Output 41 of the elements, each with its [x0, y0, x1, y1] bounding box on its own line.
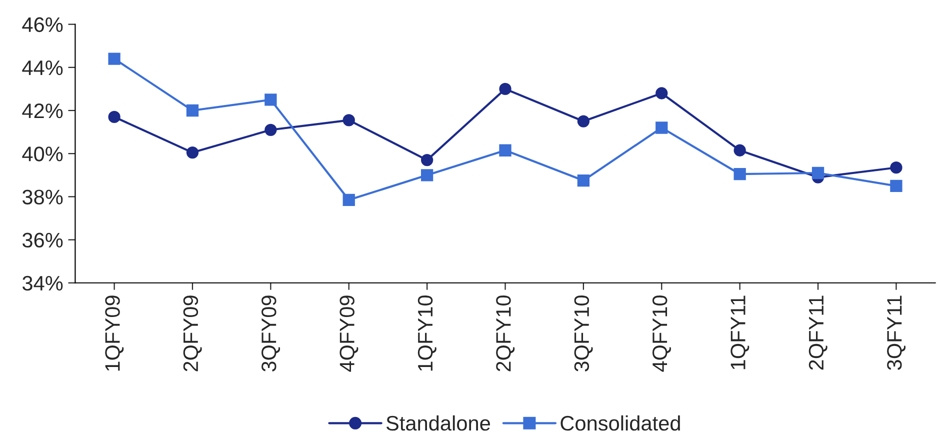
x-tick-label: 2QFY09 — [183, 296, 202, 372]
point — [734, 144, 746, 156]
legend-label: Standalone — [386, 415, 490, 431]
point — [420, 154, 434, 166]
point — [342, 194, 355, 206]
x-tick-label: 4QFY09 — [340, 296, 358, 372]
point — [108, 110, 120, 124]
y-tick-label: 38% — [22, 190, 63, 204]
point — [186, 104, 199, 117]
point — [734, 168, 746, 180]
point — [577, 115, 590, 128]
x-tick-label: 3QFY10 — [574, 295, 593, 372]
y-tick-label: 36% — [22, 232, 63, 248]
point — [577, 174, 590, 187]
point — [499, 144, 512, 156]
x-tick-label: 2QFY11 — [808, 296, 828, 370]
point — [420, 169, 434, 182]
point — [186, 146, 199, 159]
x-tick-label: 1QFY11 — [730, 296, 750, 370]
x-tick-label: 3QFY11 — [887, 296, 906, 370]
point — [264, 94, 277, 106]
point — [812, 166, 824, 180]
x-tick-label: 2QFY10 — [496, 295, 515, 372]
x-tick-label: 1QFY10 — [418, 295, 436, 371]
point — [656, 122, 668, 134]
point — [890, 162, 902, 174]
y-tick-label: 40% — [22, 146, 63, 162]
y-tick-label: 34% — [22, 276, 63, 291]
point — [264, 124, 277, 136]
y-tick-label: 44% — [22, 60, 63, 76]
x-tick-label: 4QFY10 — [652, 295, 671, 372]
y-tick-label: 42% — [22, 104, 63, 118]
point — [342, 114, 355, 126]
point — [890, 180, 902, 192]
point — [656, 87, 668, 100]
legend-label: Consolidated — [560, 415, 680, 431]
x-tick-label: 3QFY09 — [262, 296, 280, 372]
point — [499, 82, 512, 96]
y-tick-label: 46% — [22, 17, 63, 32]
point — [108, 52, 120, 65]
x-tick-label: 1QFY09 — [105, 296, 124, 371]
